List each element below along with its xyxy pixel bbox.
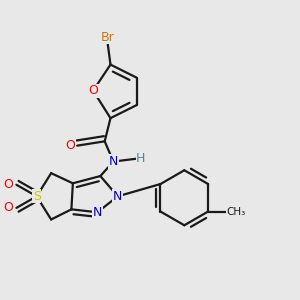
Text: O: O [65,139,75,152]
Text: S: S [33,190,41,203]
Text: N: N [113,190,122,203]
Text: N: N [109,155,118,168]
Text: Br: Br [101,31,115,44]
Text: O: O [3,201,13,214]
Text: O: O [88,84,98,97]
Text: H: H [136,152,146,165]
Text: N: N [93,206,102,219]
Text: CH₃: CH₃ [226,206,246,217]
Text: O: O [3,178,13,191]
